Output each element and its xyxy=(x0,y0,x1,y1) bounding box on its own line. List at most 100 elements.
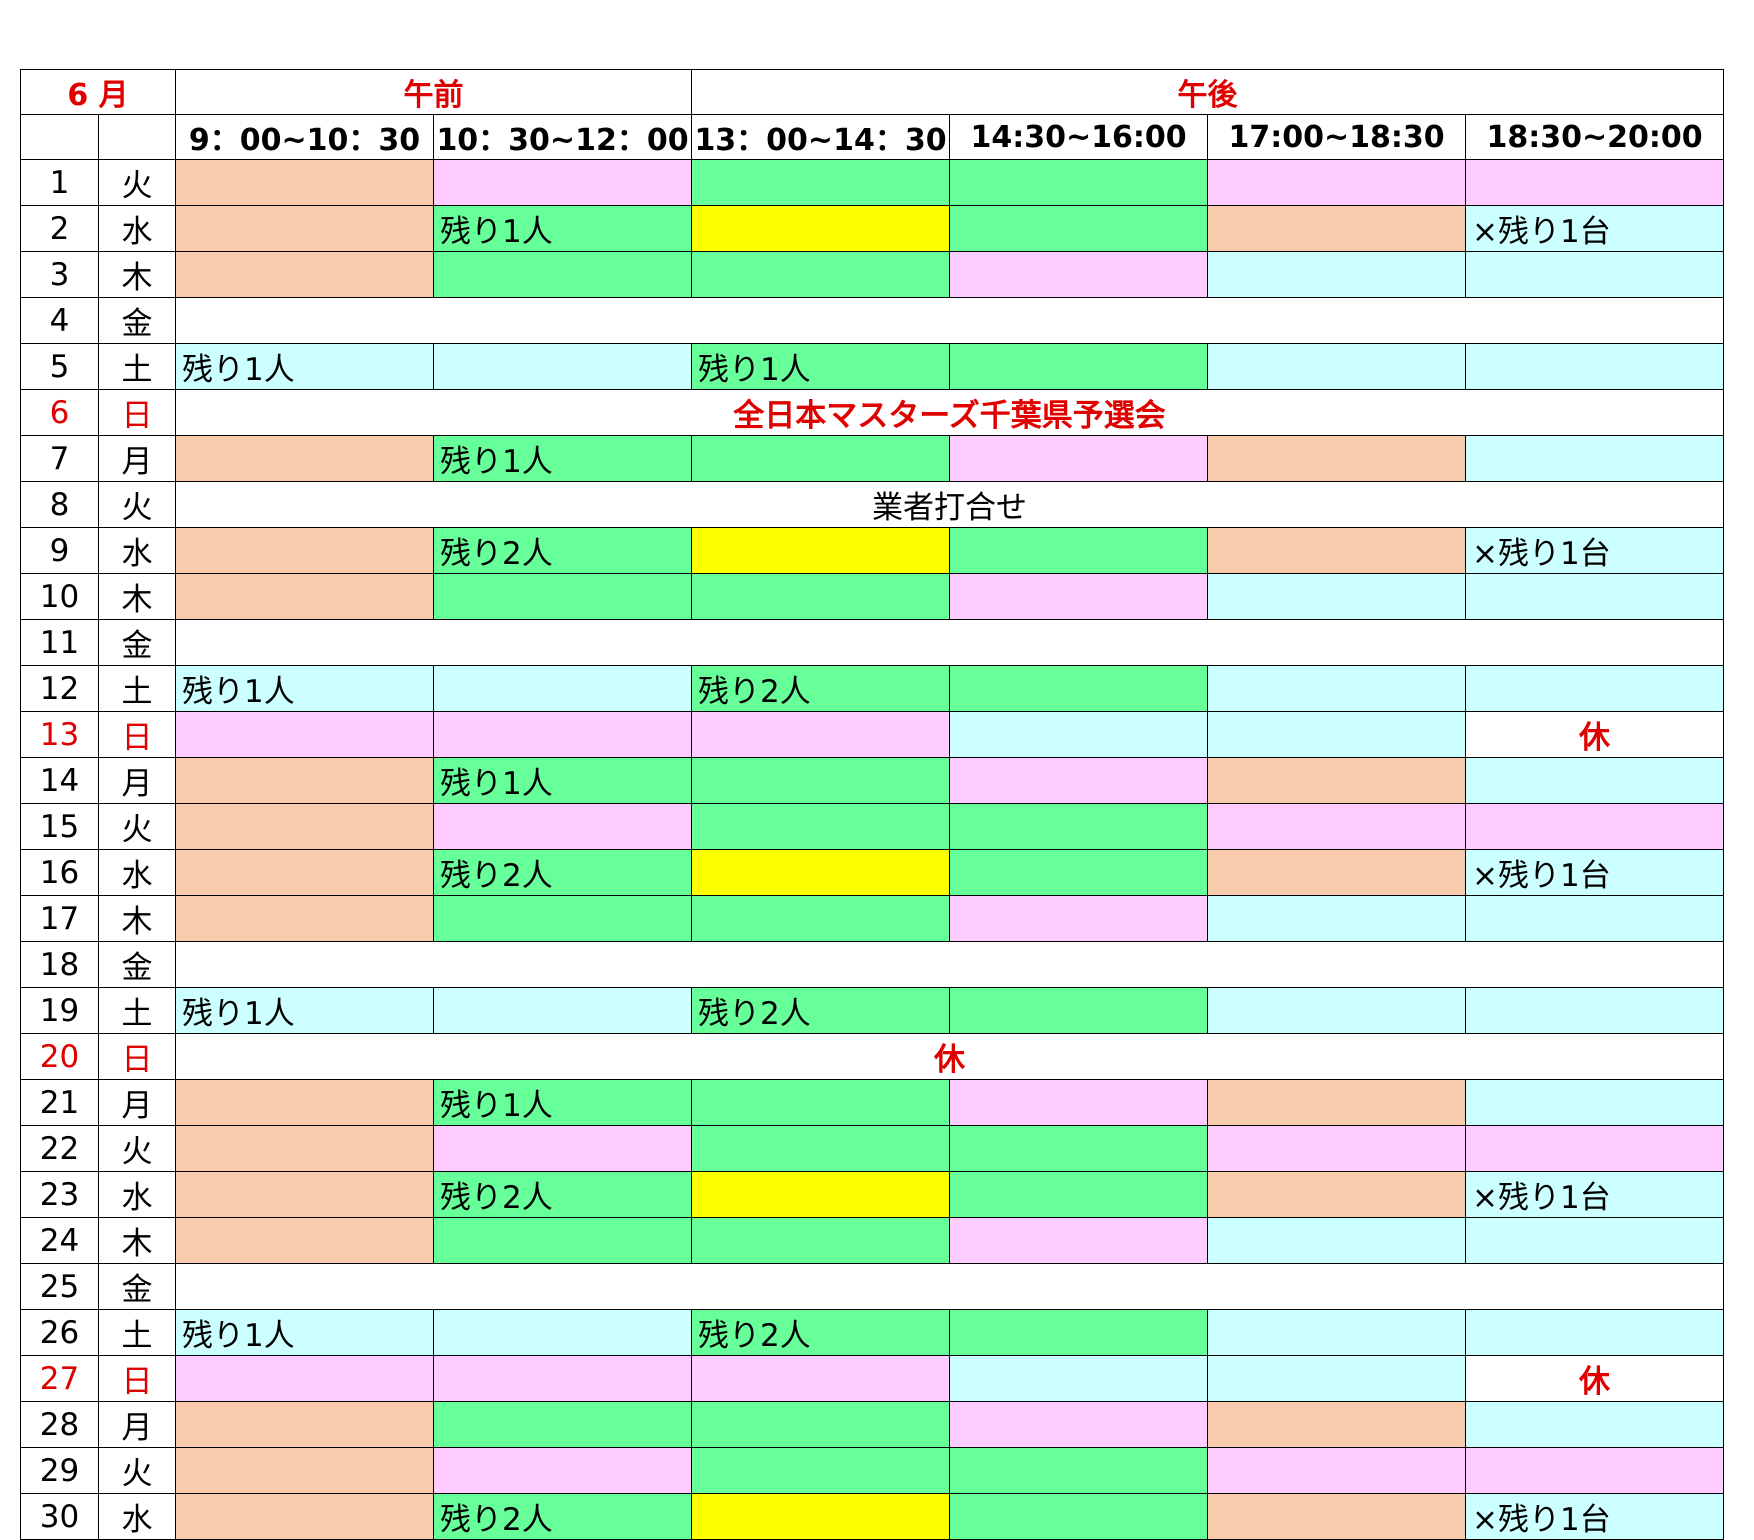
slot-cell xyxy=(433,573,693,620)
slot-cell: ×残り1台 xyxy=(1465,1171,1725,1218)
full-day-note xyxy=(175,1263,1725,1310)
slot-cell xyxy=(1207,205,1467,252)
day-number: 19 xyxy=(20,987,99,1034)
slot-cell xyxy=(175,849,435,896)
slot-cell xyxy=(691,803,951,850)
slot-cell xyxy=(1465,1309,1725,1356)
slot-cell xyxy=(691,1355,951,1402)
day-row: 8 火業者打合せ xyxy=(20,481,1725,528)
day-row: 27 日 休 xyxy=(20,1355,1725,1402)
slot-cell xyxy=(1207,757,1467,804)
slot-cell xyxy=(691,1493,951,1540)
weekday-label: 水 xyxy=(97,527,177,574)
weekday-label: 日 xyxy=(97,1033,177,1080)
day-number: 4 xyxy=(20,297,99,344)
slot-cell: ×残り1台 xyxy=(1465,1493,1725,1540)
day-row: 19 土残り1人 残り2人 xyxy=(20,987,1725,1034)
day-number: 9 xyxy=(20,527,99,574)
slot-cell xyxy=(691,1079,951,1126)
slot-header-3: 13：00~14：30 xyxy=(691,114,951,160)
slot-cell: 残り2人 xyxy=(433,1171,693,1218)
slot-cell xyxy=(949,1355,1209,1402)
day-number: 21 xyxy=(20,1079,99,1126)
slot-cell xyxy=(949,987,1209,1034)
slot-cell xyxy=(175,1401,435,1448)
weekday-label: 土 xyxy=(97,665,177,712)
day-row: 10 木 xyxy=(20,573,1725,620)
slot-cell: 残り1人 xyxy=(175,343,435,390)
slot-cell: 残り2人 xyxy=(691,987,951,1034)
weekday-label: 日 xyxy=(97,1355,177,1402)
weekday-label: 水 xyxy=(97,1493,177,1540)
day-row: 20 日休 xyxy=(20,1033,1725,1080)
weekday-label: 水 xyxy=(97,849,177,896)
day-row: 17 木 xyxy=(20,895,1725,942)
slot-cell xyxy=(1207,1401,1467,1448)
slot-header-6: 18:30~20:00 xyxy=(1465,114,1725,160)
day-row: 23 水 残り2人 ×残り1台 xyxy=(20,1171,1725,1218)
slot-cell xyxy=(175,573,435,620)
day-row: 15 火 xyxy=(20,803,1725,850)
day-row: 11 金 xyxy=(20,619,1725,666)
slot-cell xyxy=(175,895,435,942)
weekday-label: 火 xyxy=(97,1447,177,1494)
slot-cell xyxy=(1207,1493,1467,1540)
slot-cell: 残り1人 xyxy=(433,205,693,252)
slot-cell xyxy=(1207,573,1467,620)
weekday-label: 金 xyxy=(97,297,177,344)
slot-cell xyxy=(691,527,951,574)
slot-cell xyxy=(1465,343,1725,390)
day-row: 21 月 残り1人 xyxy=(20,1079,1725,1126)
slot-cell: 残り2人 xyxy=(433,1493,693,1540)
slot-cell xyxy=(949,1217,1209,1264)
slot-cell xyxy=(1465,435,1725,482)
day-number: 29 xyxy=(20,1447,99,1494)
weekday-label: 土 xyxy=(97,1309,177,1356)
slot-cell xyxy=(1207,895,1467,942)
slot-cell xyxy=(949,343,1209,390)
slot-cell xyxy=(1465,1447,1725,1494)
slot-cell xyxy=(175,159,435,206)
slot-cell xyxy=(433,987,693,1034)
weekday-label: 金 xyxy=(97,619,177,666)
day-number: 16 xyxy=(20,849,99,896)
slot-cell xyxy=(175,435,435,482)
slot-cell xyxy=(433,1355,693,1402)
slot-cell xyxy=(1207,1309,1467,1356)
slot-cell xyxy=(949,757,1209,804)
weekday-label: 火 xyxy=(97,1125,177,1172)
slot-cell xyxy=(1465,803,1725,850)
slot-cell xyxy=(433,159,693,206)
slot-cell xyxy=(433,665,693,712)
slot-cell xyxy=(433,1309,693,1356)
schedule-body: 6 月 午前 午後 9：00~10：30 10：30~12：00 13：00~1… xyxy=(19,69,1725,1540)
slot-cell xyxy=(1207,849,1467,896)
slot-cell xyxy=(175,1171,435,1218)
day-number: 13 xyxy=(20,711,99,758)
weekday-label: 金 xyxy=(97,1263,177,1310)
slot-cell xyxy=(949,849,1209,896)
day-row: 5 土残り1人 残り1人 xyxy=(20,343,1725,390)
slot-cell xyxy=(1465,1217,1725,1264)
weekday-label: 土 xyxy=(97,343,177,390)
day-row: 13 日 休 xyxy=(20,711,1725,758)
day-row: 25 金 xyxy=(20,1263,1725,1310)
day-number: 8 xyxy=(20,481,99,528)
slot-cell: 残り1人 xyxy=(691,343,951,390)
day-row: 26 土残り1人 残り2人 xyxy=(20,1309,1725,1356)
slot-header-4: 14:30~16:00 xyxy=(949,114,1209,160)
day-number: 27 xyxy=(20,1355,99,1402)
slot-cell xyxy=(433,895,693,942)
slot-cell xyxy=(1465,251,1725,298)
day-number: 28 xyxy=(20,1401,99,1448)
slot-cell xyxy=(1465,987,1725,1034)
slot-cell xyxy=(949,803,1209,850)
weekday-label: 木 xyxy=(97,573,177,620)
blank-header-cell xyxy=(97,114,177,160)
slot-cell xyxy=(175,1125,435,1172)
slot-cell: 残り1人 xyxy=(175,987,435,1034)
slot-cell xyxy=(691,573,951,620)
day-row: 14 月 残り1人 xyxy=(20,757,1725,804)
